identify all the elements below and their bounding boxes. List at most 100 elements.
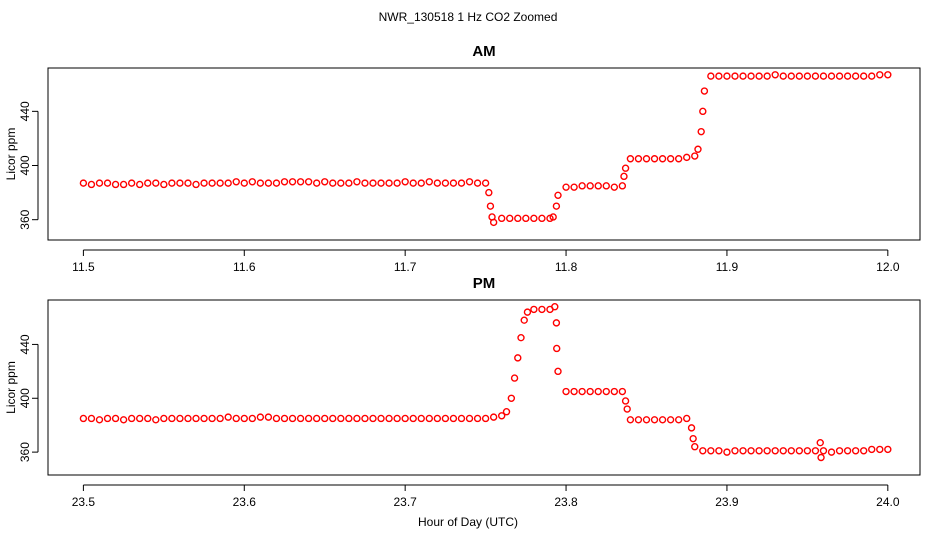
y-tick-label: 400: [18, 155, 32, 175]
data-point: [449, 414, 458, 423]
data-point: [385, 179, 393, 187]
data-point: [369, 179, 377, 187]
data-point: [523, 308, 532, 316]
data-point: [321, 414, 329, 423]
data-point: [819, 72, 828, 80]
data-point: [610, 183, 619, 191]
data-point: [827, 72, 836, 80]
data-point: [691, 443, 699, 451]
x-tick-label: 11.5: [72, 260, 95, 274]
data-point: [723, 448, 731, 456]
data-point: [517, 333, 525, 342]
data-point: [95, 416, 104, 424]
data-point: [658, 155, 667, 163]
data-point: [594, 182, 602, 190]
data-point: [747, 72, 755, 80]
data-point: [304, 178, 313, 186]
x-tick-label: 11.6: [233, 260, 256, 274]
data-point: [409, 179, 417, 187]
y-tick-label: 360: [18, 209, 32, 229]
data-point: [345, 414, 353, 423]
x-tick-label: 23.6: [233, 495, 257, 509]
data-point: [232, 414, 240, 423]
data-point: [425, 414, 433, 423]
data-point: [835, 72, 844, 80]
data-point: [288, 178, 297, 186]
x-axis-label: Hour of Day (UTC): [418, 515, 518, 529]
data-point: [884, 71, 892, 79]
data-point: [586, 182, 594, 190]
data-point: [312, 414, 321, 423]
data-point: [473, 414, 482, 423]
x-tick-label: 23.9: [715, 495, 739, 509]
data-point: [747, 447, 755, 455]
x-tick-label: 11.8: [555, 260, 578, 274]
data-point: [152, 416, 160, 424]
data-point: [385, 414, 393, 423]
data-point: [618, 387, 627, 396]
data-point: [674, 155, 683, 163]
data-point: [787, 72, 795, 80]
data-point: [502, 408, 511, 416]
data-point: [417, 179, 425, 187]
data-point: [433, 179, 442, 187]
data-point: [329, 414, 337, 423]
data-point: [103, 179, 112, 187]
data-point: [192, 414, 200, 423]
data-point: [621, 164, 630, 172]
data-point: [481, 179, 490, 187]
data-point: [578, 387, 586, 396]
data-point: [666, 155, 675, 163]
data-point: [127, 414, 136, 423]
data-point: [803, 72, 812, 80]
data-point: [876, 71, 884, 79]
data-point: [522, 214, 530, 223]
data-point: [296, 178, 305, 186]
data-point: [739, 72, 747, 80]
x-tick-label: 24.0: [876, 495, 900, 509]
data-point: [393, 414, 401, 423]
data-point: [184, 414, 192, 423]
data-point: [264, 413, 273, 421]
data-point: [634, 416, 643, 424]
data-point: [457, 179, 466, 187]
data-point: [578, 182, 586, 190]
data-point: [361, 414, 369, 423]
data-point: [843, 447, 852, 455]
figure-title: NWR_130518 1 Hz CO2 Zoomed: [379, 10, 558, 24]
data-point: [127, 179, 136, 187]
data-point: [755, 447, 763, 455]
data-point: [666, 416, 675, 424]
data-point: [707, 72, 715, 80]
data-point: [817, 453, 825, 462]
data-point: [272, 179, 281, 187]
x-tick-label: 23.7: [393, 495, 417, 509]
data-point: [626, 155, 635, 163]
data-point: [224, 179, 232, 187]
data-point: [425, 178, 433, 186]
data-point: [441, 414, 450, 423]
data-point: [232, 178, 240, 186]
data-point: [650, 155, 659, 163]
data-point: [409, 414, 417, 423]
data-point: [876, 445, 884, 454]
data-point: [345, 179, 353, 187]
data-point: [103, 414, 112, 423]
data-point: [248, 414, 257, 423]
data-point: [683, 153, 691, 162]
data-point: [538, 214, 546, 223]
data-point: [497, 412, 506, 420]
data-point: [489, 413, 498, 421]
data-point: [763, 72, 771, 80]
data-point: [570, 387, 578, 396]
data-point: [835, 447, 844, 455]
data-point: [552, 319, 561, 327]
data-point: [859, 447, 868, 455]
data-point: [111, 414, 120, 423]
panel-title: PM: [473, 275, 496, 292]
data-point: [674, 416, 683, 424]
data-point: [642, 416, 651, 424]
data-point: [510, 374, 519, 382]
data-point: [449, 179, 458, 187]
